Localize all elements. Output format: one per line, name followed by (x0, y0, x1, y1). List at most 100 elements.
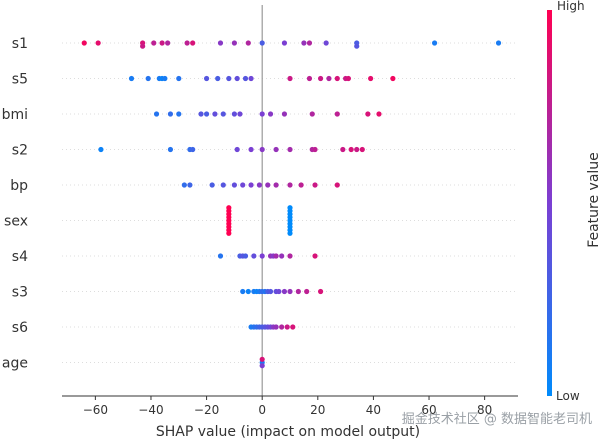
shap-point (259, 111, 265, 117)
shap-point (209, 182, 215, 188)
shap-point (317, 288, 324, 295)
feature-label: s1 (12, 36, 28, 52)
shap-point (267, 111, 274, 117)
shap-point (162, 75, 168, 82)
shap-point (259, 363, 265, 369)
shap-point (259, 356, 265, 362)
x-tick-label: −20 (194, 403, 219, 417)
shap-point (220, 182, 226, 188)
shap-point (95, 40, 101, 46)
shap-point (198, 111, 204, 117)
shap-point (187, 182, 193, 188)
feature-label: s4 (12, 249, 28, 265)
shap-point (354, 146, 360, 153)
shap-point (145, 75, 151, 82)
shap-point (151, 40, 157, 46)
shap-point (217, 40, 224, 46)
shap-point (231, 40, 237, 46)
shap-point (312, 182, 318, 188)
shap-point (279, 324, 285, 330)
x-tick-label: 20 (310, 403, 325, 417)
shap-point (184, 40, 190, 46)
shap-point (273, 324, 279, 330)
shap-point (220, 111, 226, 117)
shap-point (323, 40, 329, 46)
shap-point (212, 111, 218, 117)
shap-point (237, 111, 243, 117)
shap-point (281, 288, 288, 295)
shap-point (298, 182, 304, 188)
shap-point (128, 75, 135, 82)
shap-point (190, 146, 196, 153)
feature-label: age (2, 356, 28, 372)
shap-point (312, 253, 318, 259)
shap-point (245, 288, 251, 295)
shap-point (306, 75, 313, 82)
shap-point (217, 253, 224, 259)
shap-point (390, 75, 396, 82)
shap-point (317, 75, 324, 82)
shap-point (203, 111, 210, 117)
colorbar-title: Feature value (586, 152, 600, 248)
shap-point (273, 253, 279, 259)
shap-point (273, 182, 279, 188)
shap-point (376, 111, 382, 117)
shap-point (368, 75, 374, 82)
shap-point (242, 253, 249, 259)
shap-point (259, 40, 265, 46)
feature-label: s6 (12, 320, 28, 336)
shap-point (98, 146, 104, 153)
feature-label: s2 (12, 143, 28, 159)
shap-point (256, 182, 263, 188)
shap-point (140, 43, 146, 49)
feature-label: s3 (12, 285, 28, 301)
shap-point (276, 288, 282, 295)
shap-point (287, 182, 293, 188)
shap-point (259, 253, 265, 259)
shap-point (226, 205, 232, 211)
shap-point (287, 253, 293, 259)
colorbar (547, 10, 552, 396)
shap-point (176, 75, 182, 82)
shap-point (334, 182, 340, 188)
shap-point (251, 253, 257, 259)
shap-point (287, 230, 293, 236)
shap-point (226, 230, 232, 236)
shap-point (326, 75, 332, 82)
shap-point (340, 146, 346, 153)
shap-point (203, 75, 210, 82)
shap-point (334, 75, 340, 82)
shap-point (176, 111, 182, 117)
colorbar-high-label: High (557, 0, 585, 13)
watermark: 掘金技术社区 @ 数据智能老司机 (401, 412, 592, 427)
shap-point (165, 40, 171, 46)
shap-point (365, 111, 371, 117)
shap-point (354, 43, 360, 49)
shap-point (81, 40, 87, 46)
shap-point (359, 146, 365, 153)
shap-point (290, 324, 296, 330)
shap-point (245, 40, 251, 46)
shap-point (312, 146, 318, 153)
shap-point (265, 182, 271, 188)
shap-point (281, 111, 288, 117)
shap-point (248, 182, 254, 188)
shap-point (181, 182, 187, 188)
shap-point (259, 146, 265, 153)
x-tick-label: 80 (477, 403, 492, 417)
shap-point (281, 40, 288, 46)
shap-point (231, 182, 237, 188)
shap-point (306, 40, 313, 46)
shap-point (334, 111, 340, 117)
shap-point (231, 111, 237, 117)
shap-point (240, 288, 246, 295)
shap-point (248, 146, 254, 153)
shap-point (234, 146, 240, 153)
x-axis-label: SHAP value (impact on model output) (156, 424, 420, 440)
shap-point (167, 146, 174, 153)
shap-point (295, 288, 301, 295)
shap-point (284, 324, 290, 330)
feature-label: bmi (2, 107, 28, 123)
shap-point (287, 288, 293, 295)
